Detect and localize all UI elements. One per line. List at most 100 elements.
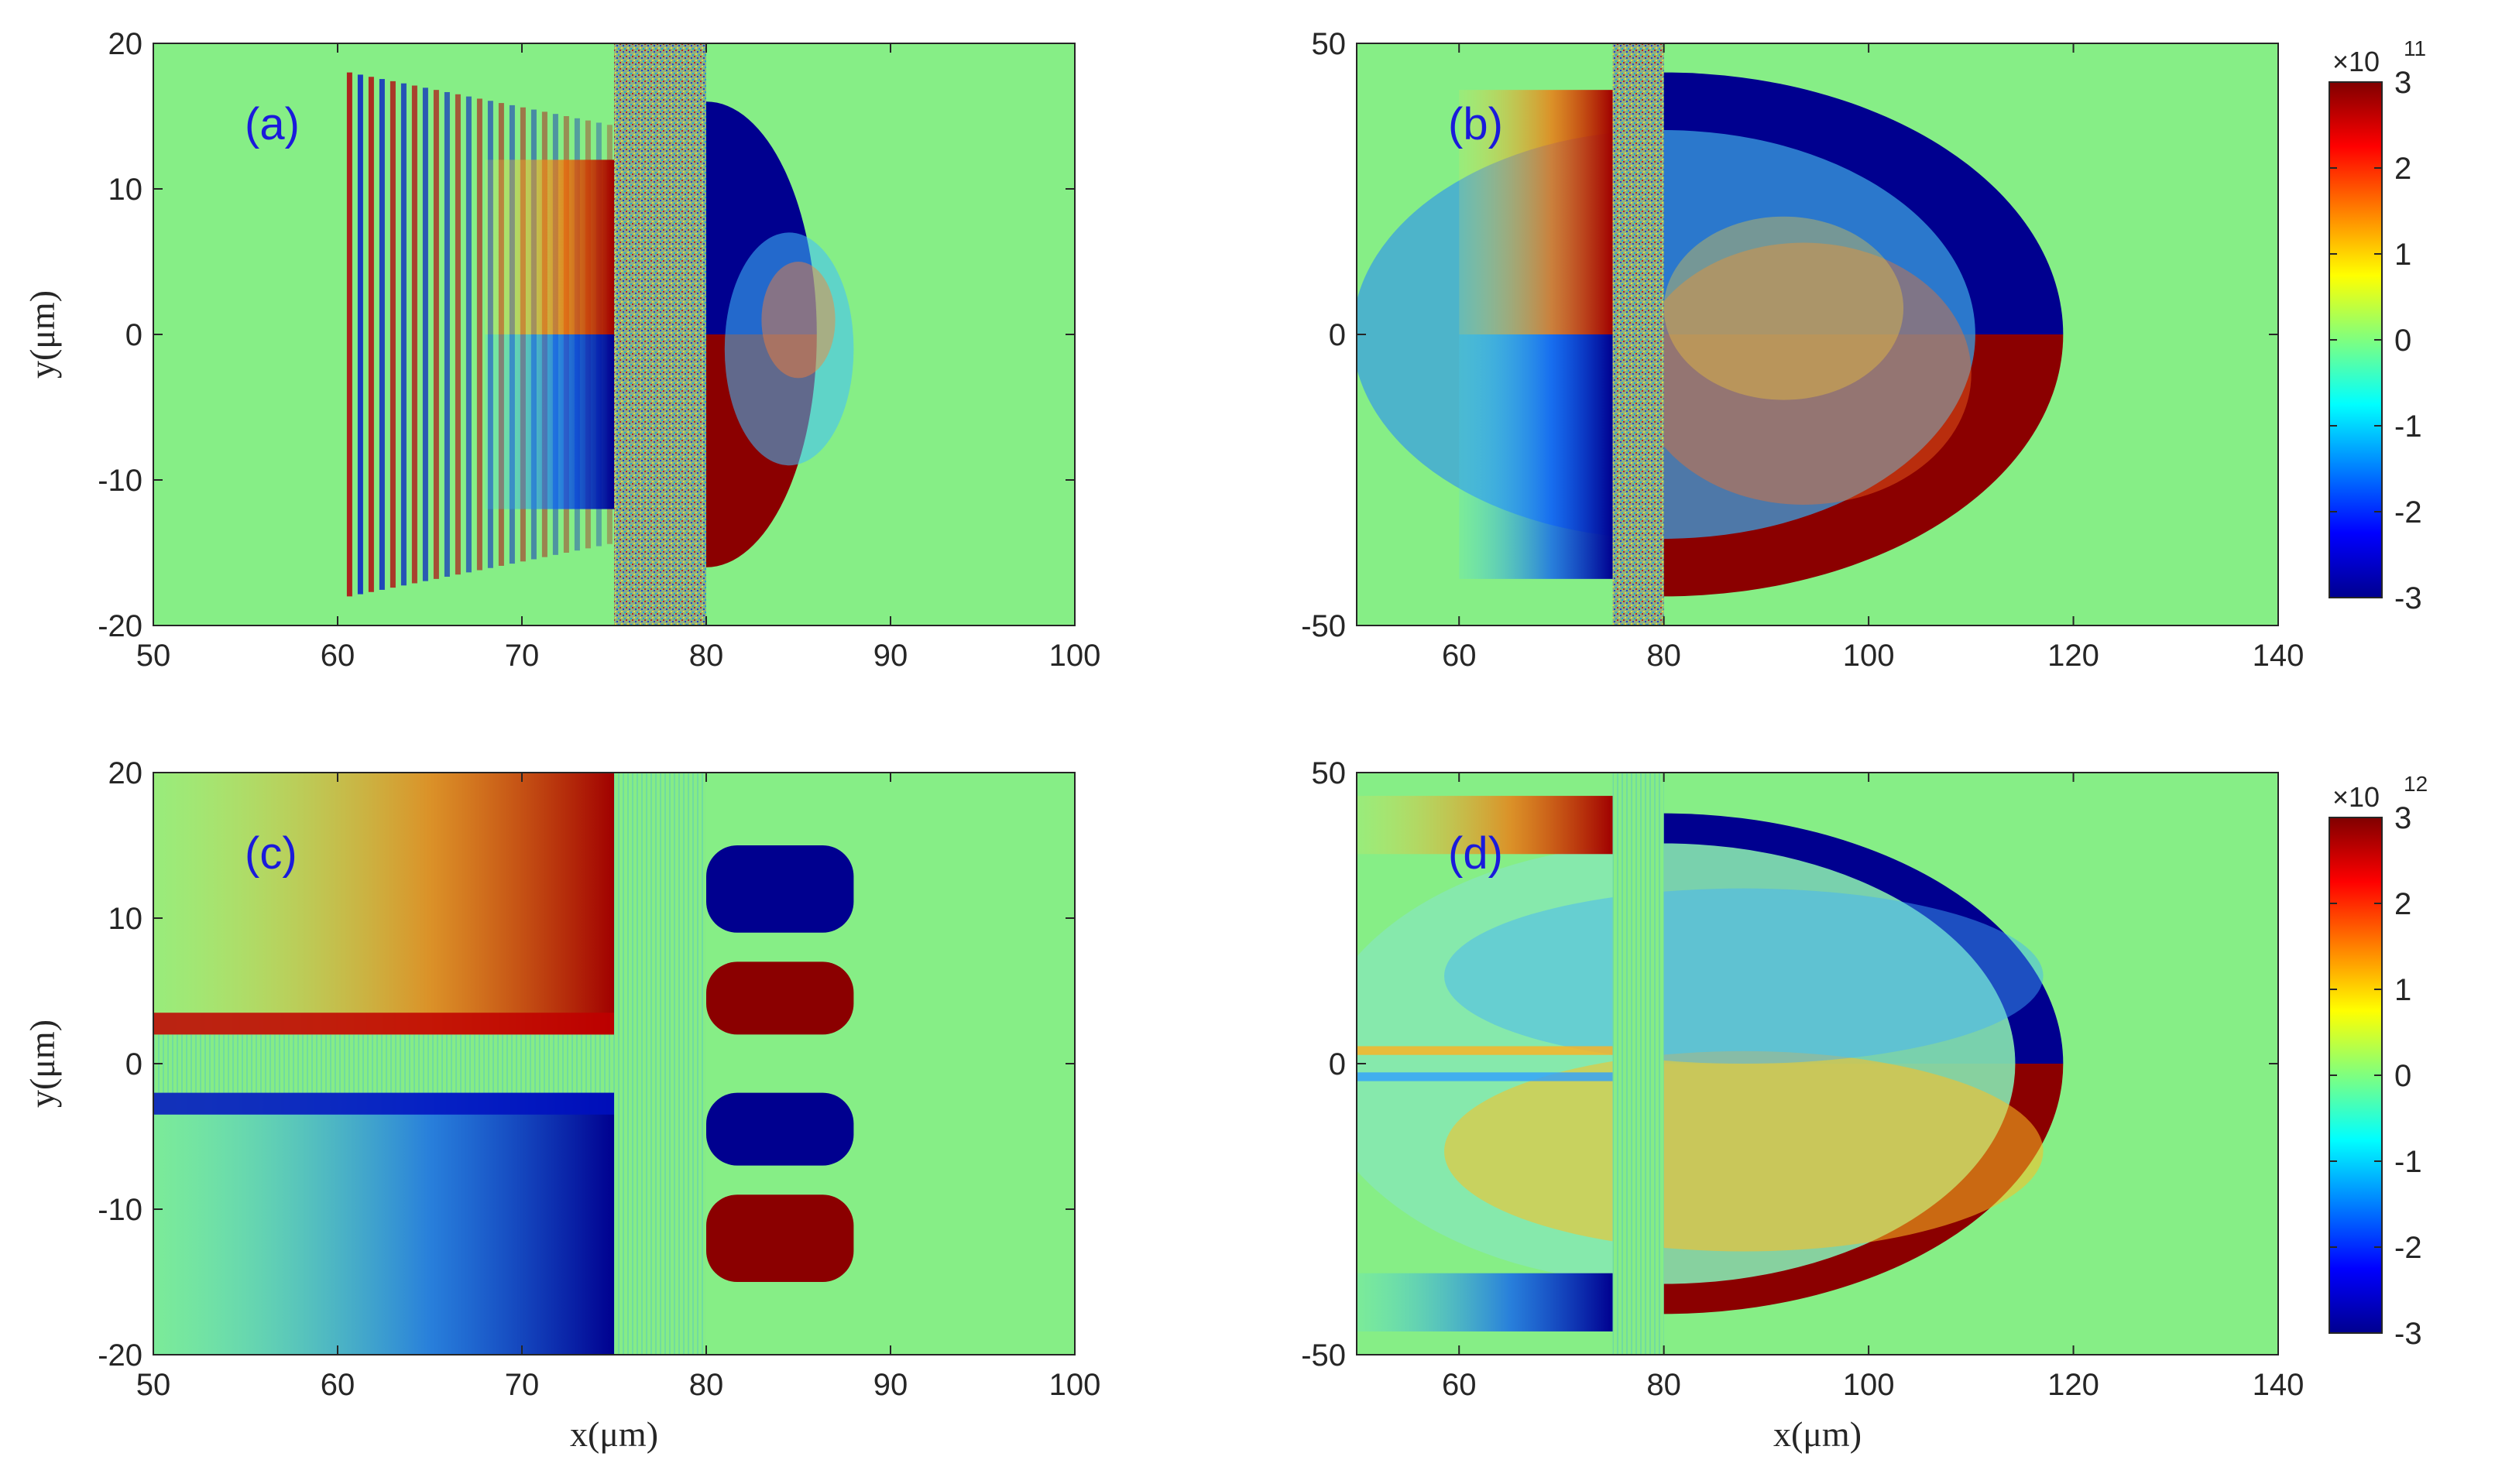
x-tick-label: 100 [1049, 1368, 1101, 1402]
colorbar-tick-label: 0 [2394, 324, 2411, 358]
colorbar-tick-label: -2 [2394, 495, 2422, 530]
channel-edge [1357, 1072, 1613, 1081]
panel-label: (b) [1448, 99, 1503, 149]
y-tick-label: -50 [1301, 1338, 1346, 1373]
x-axis-label: x(μm) [1773, 1414, 1862, 1454]
x-tick-label: 90 [873, 1368, 908, 1402]
colorbar-exponent-power: 11 [2404, 36, 2426, 60]
front-positive-band [1357, 796, 1613, 855]
y-tick-label: 10 [108, 902, 143, 936]
heatmap-field [1357, 773, 2278, 1355]
colorbar-tick-label: 3 [2394, 801, 2411, 835]
rear-lobe [706, 1194, 854, 1282]
target-foil [614, 43, 706, 625]
y-tick-label: -10 [98, 1193, 142, 1227]
x-tick-label: 140 [2253, 1368, 2305, 1402]
colorbar-tick-label: -1 [2394, 410, 2422, 444]
target-foil [1612, 773, 1664, 1355]
x-tick-label: 60 [1442, 639, 1477, 673]
panel-a: 50 60 70 80 90 100 -20 -10 0 10 20 (a) y(μm) [22, 27, 1100, 673]
mixing-region [761, 262, 836, 379]
wave-stripe [357, 74, 363, 595]
colorbar-exponent-power: 12 [2404, 772, 2428, 796]
heatmap-field [153, 43, 1075, 625]
colorbar-tick-label: -1 [2394, 1145, 2422, 1179]
wave-stripe [390, 81, 396, 588]
wave-stripe [476, 98, 482, 571]
colorbar-tick-label: 3 [2394, 66, 2411, 100]
colorbar-tick-label: -3 [2394, 581, 2422, 615]
channel-edge [153, 1092, 614, 1115]
rear-lobe [706, 961, 854, 1035]
shell-lower-glow [1444, 1050, 2044, 1252]
channel-edge [153, 1013, 614, 1035]
shell-upper-glow [1444, 888, 2044, 1064]
x-tick-label: 60 [1442, 1368, 1477, 1402]
wave-stripe [411, 85, 417, 584]
colorbar-tick-label: 1 [2394, 973, 2411, 1007]
x-tick-label: 60 [321, 1368, 355, 1402]
wave-stripe [400, 83, 407, 586]
rear-lobe [706, 845, 854, 933]
x-tick-label: 80 [689, 1368, 724, 1402]
x-tick-label: 140 [2253, 639, 2305, 673]
y-axis-label: y(μm) [22, 1020, 62, 1108]
channel [153, 1034, 614, 1093]
panel-d: 60 80 100 120 140 -50 0 50 (d) x(μm) [1301, 756, 2304, 1454]
shell-mixing [1663, 216, 1904, 400]
y-tick-label: 0 [125, 318, 142, 352]
y-tick-label: -10 [98, 464, 142, 498]
x-tick-label: 80 [1646, 1368, 1681, 1402]
y-tick-label: 0 [1329, 1047, 1346, 1081]
wave-stripe [433, 90, 439, 579]
colorbar: -3 -2 -1 0 1 2 3 ×10 11 [2329, 36, 2426, 615]
y-tick-label: 0 [125, 1047, 142, 1081]
wave-stripe [379, 79, 385, 590]
y-axis-label: y(μm) [22, 290, 62, 379]
x-tick-label: 70 [505, 639, 540, 673]
heatmap-field [1357, 43, 2278, 625]
y-tick-label: 0 [1329, 318, 1346, 352]
y-tick-label: 50 [1312, 27, 1347, 61]
x-tick-label: 90 [873, 639, 908, 673]
colorbar-gradient [2329, 82, 2382, 598]
x-tick-label: 70 [505, 1368, 540, 1402]
front-negative-lobe [485, 334, 614, 509]
x-tick-label: 100 [1843, 1368, 1895, 1402]
y-tick-label: -50 [1301, 609, 1346, 643]
shell-mixing [1635, 242, 1972, 505]
x-tick-label: 80 [1646, 639, 1681, 673]
channel-edge [1357, 1046, 1613, 1055]
panel-c: 50 60 70 80 90 100 -20 -10 0 10 20 (c) x(μm) y(μm) [22, 756, 1100, 1454]
lower-negative-plume [153, 1092, 614, 1355]
mixing-region [724, 232, 854, 466]
colorbar-tick-label: -3 [2394, 1317, 2422, 1351]
colorbar-tick-label: 2 [2394, 152, 2411, 186]
wave-stripe [444, 91, 450, 577]
front-negative-lobe [1459, 334, 1613, 579]
front-positive-lobe [1459, 90, 1613, 334]
colorbar-gradient [2329, 817, 2382, 1333]
wave-stripe [455, 94, 461, 575]
y-tick-label: 20 [108, 756, 143, 790]
target-foil [1612, 43, 1664, 625]
wave-stripe [346, 72, 352, 597]
panel-label: (c) [245, 828, 297, 879]
wave-stripe [422, 87, 428, 581]
x-axis-label: x(μm) [570, 1414, 658, 1454]
y-tick-label: -20 [98, 609, 142, 643]
x-tick-label: 50 [136, 1368, 171, 1402]
panel-label: (a) [245, 99, 300, 149]
y-tick-label: 50 [1312, 756, 1347, 790]
colorbar-tick-label: 2 [2394, 887, 2411, 921]
y-tick-label: 10 [108, 173, 143, 207]
colorbar-tick-label: -2 [2394, 1231, 2422, 1265]
wave-stripe [368, 77, 374, 592]
upper-positive-plume [153, 773, 614, 1035]
colorbar-exponent: ×10 [2332, 46, 2380, 77]
x-tick-label: 120 [2047, 639, 2099, 673]
heatmap-field [153, 773, 1075, 1355]
x-tick-label: 80 [689, 639, 724, 673]
